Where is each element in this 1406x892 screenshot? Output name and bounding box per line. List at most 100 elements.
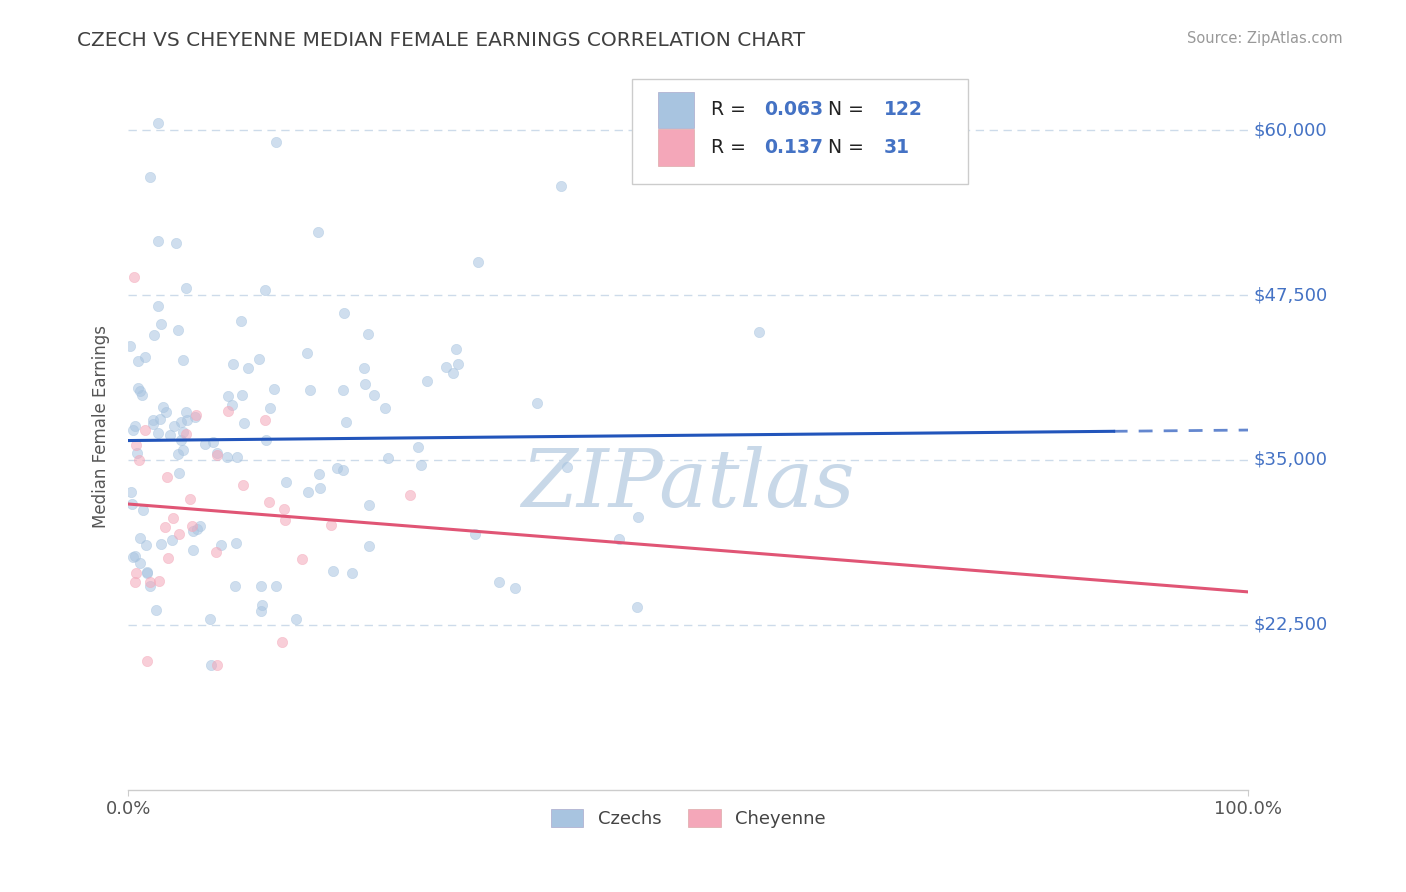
Point bbox=[217, 389, 239, 403]
Point bbox=[184, 409, 207, 423]
Point bbox=[232, 416, 254, 430]
Point bbox=[148, 574, 170, 588]
Point bbox=[170, 416, 193, 430]
Point bbox=[142, 417, 165, 431]
Text: ZIPatlas: ZIPatlas bbox=[522, 446, 855, 524]
Point bbox=[555, 460, 578, 475]
Point bbox=[434, 359, 457, 374]
Point bbox=[139, 579, 162, 593]
Point bbox=[167, 323, 190, 337]
Point bbox=[374, 401, 396, 415]
Point bbox=[127, 354, 149, 368]
Point bbox=[626, 599, 648, 614]
Point bbox=[274, 513, 297, 527]
Point bbox=[198, 612, 221, 626]
Text: 31: 31 bbox=[884, 138, 910, 157]
Text: R =: R = bbox=[710, 100, 751, 120]
Point bbox=[139, 170, 162, 185]
Point bbox=[122, 549, 145, 564]
Point bbox=[148, 116, 170, 130]
Point bbox=[464, 527, 486, 541]
Point bbox=[134, 423, 156, 437]
Point bbox=[127, 446, 149, 460]
Point bbox=[170, 433, 193, 447]
Point bbox=[247, 351, 270, 366]
Point bbox=[253, 283, 276, 297]
Point bbox=[134, 351, 156, 365]
Point bbox=[181, 524, 204, 538]
Point bbox=[250, 604, 273, 618]
Point bbox=[156, 551, 179, 566]
Point bbox=[149, 412, 172, 426]
Point bbox=[607, 532, 630, 546]
FancyBboxPatch shape bbox=[658, 92, 693, 128]
Point bbox=[149, 318, 172, 332]
Point bbox=[186, 522, 208, 536]
Point bbox=[217, 404, 239, 418]
Point bbox=[332, 463, 354, 477]
Point bbox=[184, 409, 207, 424]
Point bbox=[250, 578, 273, 592]
Text: 122: 122 bbox=[884, 100, 922, 120]
Point bbox=[174, 281, 197, 295]
Point bbox=[411, 458, 433, 472]
Point bbox=[332, 383, 354, 397]
Point bbox=[146, 299, 169, 313]
Point bbox=[122, 423, 145, 437]
Point bbox=[308, 467, 330, 481]
Text: Source: ZipAtlas.com: Source: ZipAtlas.com bbox=[1187, 31, 1343, 46]
Point bbox=[167, 466, 190, 480]
Point bbox=[271, 634, 294, 648]
Point bbox=[160, 533, 183, 547]
Point bbox=[276, 475, 298, 489]
Point bbox=[250, 599, 273, 613]
Point bbox=[307, 225, 329, 239]
Point bbox=[120, 485, 142, 500]
Point bbox=[205, 448, 228, 462]
Point bbox=[165, 235, 187, 250]
Point bbox=[377, 451, 399, 466]
Point bbox=[201, 434, 224, 449]
Text: 0.063: 0.063 bbox=[765, 100, 824, 120]
Text: $22,500: $22,500 bbox=[1254, 616, 1327, 634]
Point bbox=[128, 452, 150, 467]
Point bbox=[447, 357, 470, 371]
Point bbox=[135, 566, 157, 580]
Point bbox=[332, 306, 354, 320]
Point bbox=[142, 413, 165, 427]
Point bbox=[180, 518, 202, 533]
FancyBboxPatch shape bbox=[658, 129, 693, 166]
FancyBboxPatch shape bbox=[633, 78, 969, 184]
Point bbox=[135, 654, 157, 668]
Point bbox=[217, 450, 239, 464]
Point bbox=[526, 396, 548, 410]
Legend: Czechs, Cheyenne: Czechs, Cheyenne bbox=[543, 802, 832, 835]
Point bbox=[295, 345, 318, 359]
Text: $47,500: $47,500 bbox=[1254, 286, 1327, 304]
Point bbox=[222, 357, 245, 371]
Point bbox=[176, 413, 198, 427]
Point bbox=[167, 526, 190, 541]
Point bbox=[205, 446, 228, 460]
Point bbox=[299, 384, 322, 398]
Point bbox=[550, 178, 572, 193]
Point bbox=[291, 551, 314, 566]
Point bbox=[136, 565, 159, 579]
Text: CZECH VS CHEYENNE MEDIAN FEMALE EARNINGS CORRELATION CHART: CZECH VS CHEYENNE MEDIAN FEMALE EARNINGS… bbox=[77, 31, 806, 50]
Text: 0.137: 0.137 bbox=[765, 138, 824, 157]
Point bbox=[232, 478, 254, 492]
Point bbox=[297, 484, 319, 499]
Point bbox=[257, 495, 280, 509]
Point bbox=[264, 135, 287, 149]
Point bbox=[129, 384, 152, 398]
Point bbox=[128, 531, 150, 545]
Point bbox=[188, 519, 211, 533]
Point bbox=[254, 413, 277, 427]
Point bbox=[238, 360, 260, 375]
Point bbox=[156, 470, 179, 484]
Point bbox=[172, 353, 194, 368]
Text: N =: N = bbox=[828, 100, 870, 120]
Point bbox=[444, 342, 467, 356]
Point bbox=[159, 427, 181, 442]
Point bbox=[155, 405, 177, 419]
